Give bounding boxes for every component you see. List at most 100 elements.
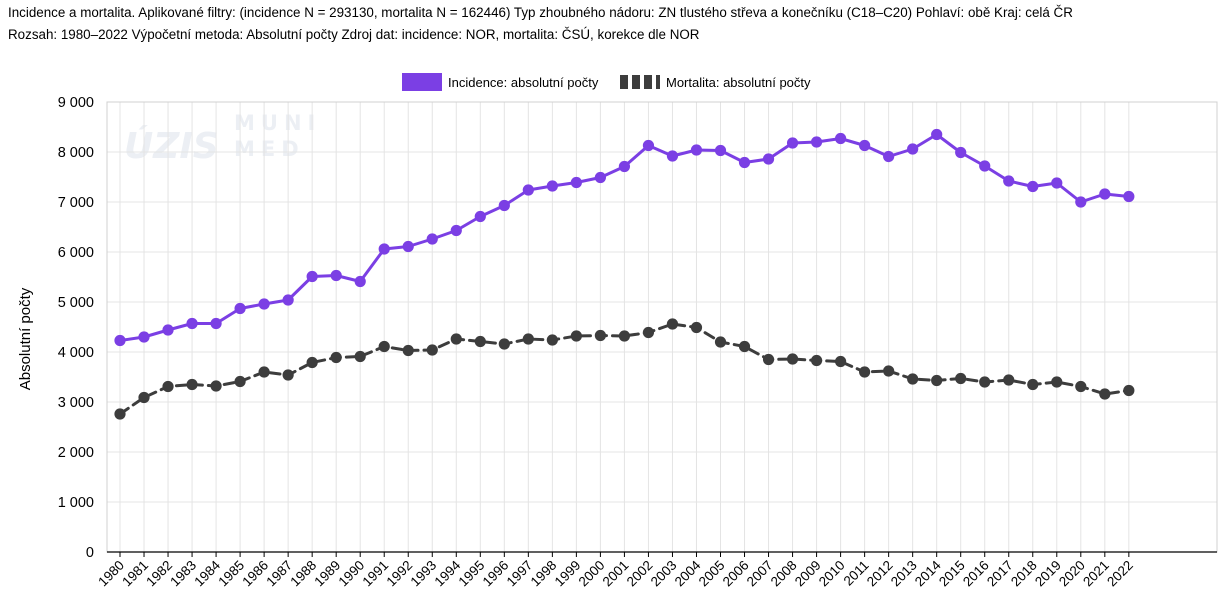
data-point <box>907 373 919 385</box>
data-point <box>474 335 486 348</box>
data-point <box>354 350 366 363</box>
x-tick-label: 1989 <box>311 558 343 590</box>
data-point <box>618 330 631 342</box>
data-point <box>907 143 919 155</box>
data-point <box>210 380 222 392</box>
series-layer <box>114 128 1135 420</box>
data-point <box>546 334 558 346</box>
x-tick-label: 1988 <box>287 558 319 590</box>
x-tick-label: 2005 <box>696 558 728 590</box>
data-point <box>162 380 174 393</box>
x-tick-label: 2002 <box>624 558 656 590</box>
y-tick-label: 8 000 <box>58 145 94 161</box>
data-point <box>186 317 198 330</box>
y-tick-label: 0 <box>86 545 94 561</box>
data-point <box>474 210 486 223</box>
data-point <box>955 146 967 159</box>
x-tick-label: 1992 <box>384 558 416 590</box>
series-incidence <box>114 128 1135 347</box>
legend-item[interactable]: Incidence: absolutní počty <box>402 73 599 91</box>
data-point <box>810 354 823 367</box>
x-tick-label: 1998 <box>528 558 560 590</box>
data-point <box>306 270 318 283</box>
x-tick-label: 1999 <box>552 558 584 590</box>
x-tick-label: 1980 <box>95 558 127 590</box>
legend-label: Incidence: absolutní počty <box>448 75 599 90</box>
x-tick-label: 2011 <box>841 558 872 589</box>
data-point <box>282 369 294 381</box>
legend-item[interactable]: Mortalita: absolutní počty <box>620 75 811 90</box>
data-point <box>258 366 270 378</box>
x-tick-label: 1997 <box>504 558 536 590</box>
header-line-2: Rozsah: 1980–2022 Výpočetní metoda: Abso… <box>8 27 700 42</box>
data-point <box>762 353 775 366</box>
y-tick-label: 9 000 <box>58 95 94 111</box>
data-point <box>426 344 438 356</box>
data-point <box>258 298 270 310</box>
x-tick-label: 2015 <box>936 558 968 590</box>
data-point <box>859 366 871 378</box>
x-tick-label: 1991 <box>359 558 391 590</box>
x-tick-label: 1984 <box>191 557 223 589</box>
data-point <box>762 153 775 165</box>
data-point <box>666 318 679 330</box>
data-point <box>979 376 991 388</box>
data-point <box>330 269 342 282</box>
data-point <box>570 330 582 342</box>
data-point <box>786 353 799 365</box>
data-point <box>1123 384 1135 397</box>
data-point <box>931 128 943 141</box>
data-point <box>522 184 534 196</box>
data-point <box>114 334 126 347</box>
data-point <box>522 333 534 345</box>
x-tick-label: 2013 <box>888 558 920 590</box>
data-point <box>690 144 703 156</box>
data-point <box>1003 374 1015 386</box>
data-point <box>378 340 390 353</box>
data-point <box>690 321 703 334</box>
data-point <box>426 233 438 245</box>
data-point <box>786 137 799 149</box>
data-point <box>883 150 895 163</box>
x-tick-label: 2004 <box>672 557 704 589</box>
watermark: ÚZIS MUNI MED <box>124 111 315 167</box>
x-tick-label: 1983 <box>167 558 199 590</box>
data-point <box>714 336 727 348</box>
data-point <box>810 136 823 148</box>
data-point <box>594 171 607 184</box>
data-point <box>714 144 727 157</box>
data-point <box>738 156 751 169</box>
x-tick-label: 2010 <box>816 558 848 590</box>
x-tick-label: 2019 <box>1032 558 1064 590</box>
data-point <box>450 224 462 237</box>
data-point <box>1027 180 1039 193</box>
x-tick-label: 1996 <box>480 558 512 590</box>
data-point <box>1075 196 1087 208</box>
x-tick-label: 2018 <box>1008 558 1040 590</box>
data-point <box>1099 188 1111 200</box>
x-tick-label: 2003 <box>648 558 680 590</box>
data-point <box>955 372 967 385</box>
data-point <box>450 333 462 345</box>
data-point <box>402 240 414 253</box>
data-point <box>738 340 751 353</box>
x-tick-label: 2008 <box>768 558 800 590</box>
x-tick-label: 2000 <box>576 558 608 590</box>
x-tick-label: 1994 <box>432 557 464 589</box>
series-mortality <box>114 318 1135 420</box>
data-point <box>114 408 126 420</box>
x-tick-label: 2006 <box>720 558 752 590</box>
legend[interactable]: Incidence: absolutní počty Mortalita: abs… <box>402 73 811 91</box>
legend-label: Mortalita: absolutní počty <box>666 75 811 90</box>
x-tick-label: 2022 <box>1104 558 1136 590</box>
data-point <box>330 351 342 364</box>
uzis-logo: ÚZIS <box>124 125 219 167</box>
data-point <box>594 329 607 342</box>
data-point <box>282 294 294 306</box>
x-tick-label: 2016 <box>960 558 992 590</box>
x-tick-label: 2020 <box>1056 558 1088 590</box>
y-tick-label: 6 000 <box>58 245 94 261</box>
data-point <box>354 275 366 288</box>
y-tick-label: 7 000 <box>58 195 94 211</box>
x-tick-label: 2012 <box>864 558 896 590</box>
